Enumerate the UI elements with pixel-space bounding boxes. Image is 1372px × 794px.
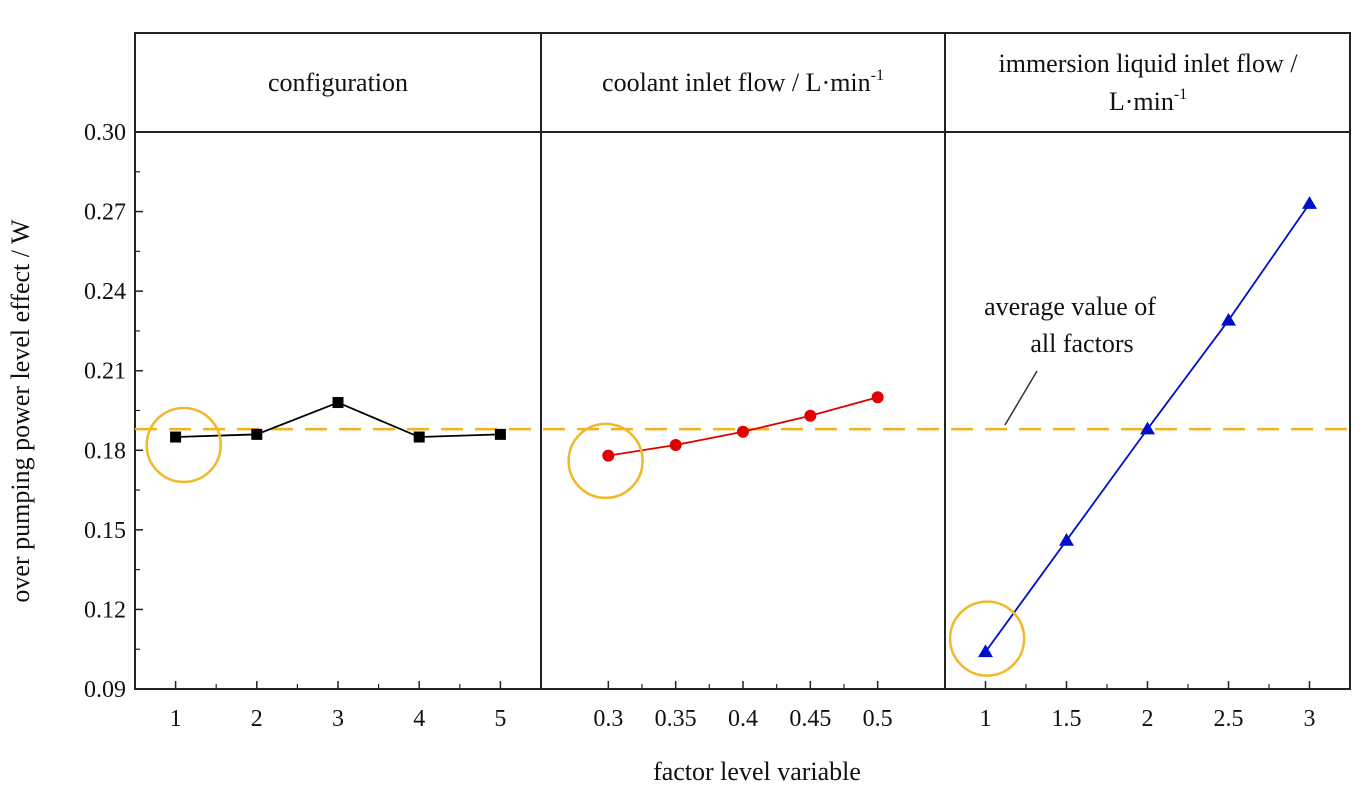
highlight-circle <box>567 422 644 500</box>
y-axis-title: over pumping power level effect / W <box>6 219 35 603</box>
x-tick-label: 1.5 <box>1052 706 1082 732</box>
y-axis: 0.09 0.12 0.15 0.18 0.21 0.24 0.27 0.30 <box>84 120 143 703</box>
data-point-circle <box>804 409 817 422</box>
x-tick-label: 0.45 <box>789 706 831 732</box>
panel-title-coolant: coolant inlet flow / L·min-1 <box>602 67 884 97</box>
data-point-square <box>413 431 425 443</box>
data-point-square <box>494 428 506 440</box>
x-tick-label: 4 <box>413 706 425 732</box>
y-tick-label: 0.12 <box>84 597 126 623</box>
panel-title-box-immersion <box>944 32 1351 133</box>
x-tick-label: 2 <box>251 706 263 732</box>
highlight-circles <box>145 406 1026 677</box>
data-point-triangle <box>1302 196 1317 209</box>
x-tick-label: 0.5 <box>863 706 893 732</box>
panel-title-row: configuration coolant inlet flow / L·min… <box>134 32 1351 133</box>
x-tick-label: 1 <box>980 706 992 732</box>
data-point-square <box>170 431 182 443</box>
x-tick-label: 3 <box>1304 706 1316 732</box>
series-group <box>170 196 1317 658</box>
annotation-line1: average value of <box>984 292 1156 321</box>
data-point-circle <box>871 391 884 404</box>
panel-title-configuration: configuration <box>268 68 408 97</box>
data-point-circle <box>669 438 682 451</box>
average-annotation: average value of all factors <box>984 292 1156 426</box>
data-point-triangle <box>1140 421 1155 435</box>
panel-title-immersion-line2: L·min-1 <box>1109 86 1187 116</box>
annotation-line2: all factors <box>1030 329 1133 358</box>
y-tick-label: 0.30 <box>84 120 126 146</box>
y-tick-label: 0.21 <box>84 359 126 385</box>
x-tick-label: 2 <box>1142 706 1154 732</box>
y-tick-label: 0.15 <box>84 518 126 544</box>
y-tick-label: 0.27 <box>84 200 126 226</box>
x-axes: 1 2 3 4 5 0.3 0.35 0.4 0.45 0.5 1 1.5 2 2.5 3 <box>170 681 1316 732</box>
data-point-square <box>332 397 344 409</box>
highlight-circle <box>948 600 1026 677</box>
data-point-circle <box>602 449 615 462</box>
data-point-triangle <box>1059 532 1074 546</box>
data-point-circle <box>737 425 749 438</box>
x-tick-label: 1 <box>170 706 182 732</box>
data-point-triangle <box>1221 312 1236 326</box>
x-tick-label: 5 <box>494 706 506 732</box>
x-tick-label: 0.3 <box>593 706 623 732</box>
x-tick-label: 3 <box>332 706 344 732</box>
y-tick-label: 0.18 <box>84 438 126 464</box>
annotation-pointer <box>1004 370 1038 426</box>
x-tick-label: 2.5 <box>1214 706 1244 732</box>
plot-frame-coolant <box>540 131 946 690</box>
y-tick-label: 0.24 <box>84 279 126 305</box>
data-point-triangle <box>978 644 993 658</box>
x-tick-label: 0.4 <box>728 706 758 732</box>
data-point-square <box>251 428 263 440</box>
y-tick-label: 0.09 <box>84 677 126 703</box>
highlight-circle <box>145 406 222 484</box>
x-tick-label: 0.35 <box>655 706 697 732</box>
x-axis-title: factor level variable <box>653 757 861 786</box>
panel-title-immersion: immersion liquid inlet flow / <box>999 49 1299 78</box>
